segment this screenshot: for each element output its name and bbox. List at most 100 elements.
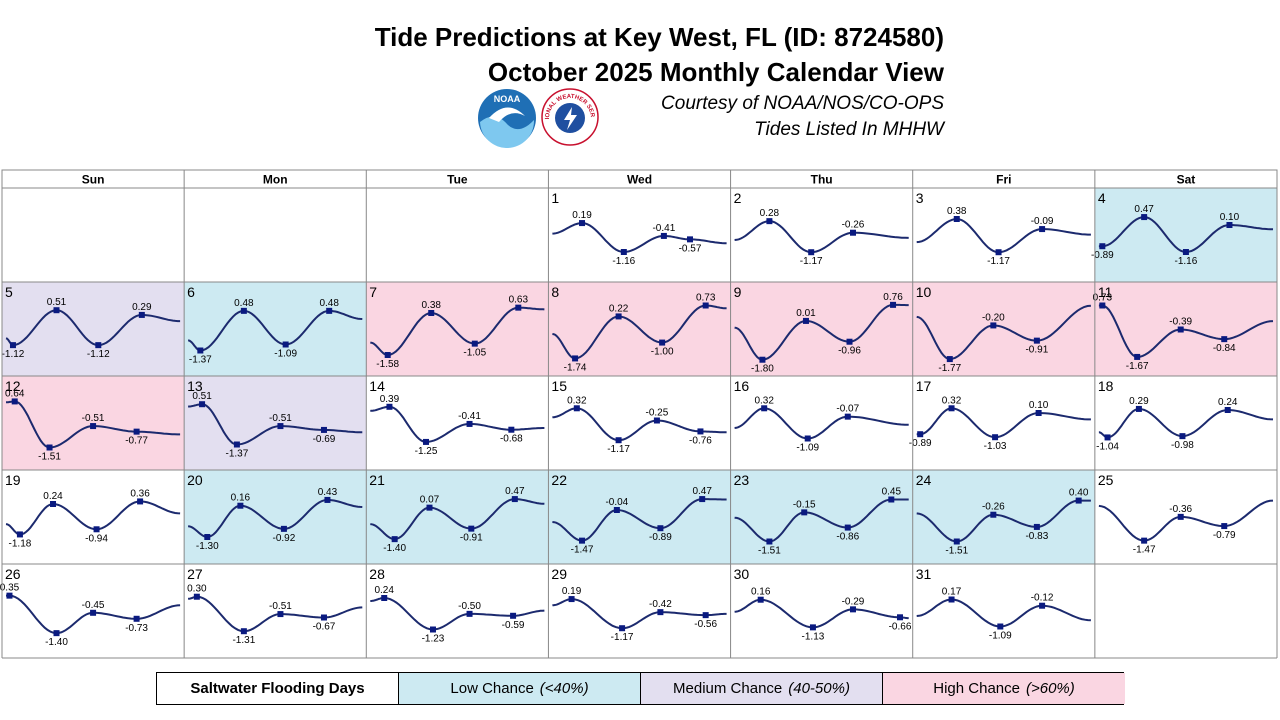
tide-marker: [657, 609, 664, 616]
day-number-5: 5: [5, 284, 13, 300]
tide-marker: [50, 501, 57, 507]
tide-marker: [6, 592, 13, 599]
tide-marker: [849, 229, 856, 236]
tide-value-label: -1.80: [751, 364, 774, 375]
tide-value-label: -0.09: [1031, 216, 1054, 227]
tide-marker: [619, 625, 626, 632]
tide-value-label: 0.29: [132, 302, 152, 313]
tide-marker: [95, 342, 102, 349]
tide-marker: [511, 496, 518, 503]
day-cell-4: [1094, 188, 1277, 282]
tide-marker: [391, 536, 398, 543]
tide-value-label: 0.10: [1029, 400, 1049, 411]
legend-label: Saltwater Flooding Days: [157, 673, 399, 704]
tide-value-label: -0.29: [842, 596, 865, 607]
day-number-16: 16: [734, 378, 750, 394]
tide-marker: [573, 405, 580, 412]
tide-value-label: 0.73: [1093, 293, 1113, 304]
tide-marker: [844, 413, 851, 420]
tide-value-label: 0.76: [883, 292, 903, 303]
tide-marker: [133, 615, 140, 622]
tide-marker: [240, 628, 247, 635]
tide-marker: [508, 426, 515, 433]
tide-marker: [1224, 407, 1231, 413]
day-number-3: 3: [916, 190, 924, 206]
tide-value-label: 0.63: [509, 295, 529, 306]
tide-value-label: 0.24: [1218, 397, 1238, 408]
tide-value-label: 0.38: [422, 300, 442, 311]
tide-marker: [766, 218, 773, 225]
chart-subtitle: October 2025 Monthly Calendar View: [487, 57, 944, 87]
tide-marker: [237, 502, 244, 509]
tide-marker: [426, 504, 433, 511]
day-number-15: 15: [551, 378, 567, 394]
tide-value-label: -0.68: [500, 434, 523, 445]
tide-marker: [471, 340, 478, 347]
tide-value-label: -1.47: [1133, 545, 1156, 556]
tide-marker: [802, 317, 809, 324]
day-number-8: 8: [551, 284, 559, 300]
legend-medium-chance: Medium Chance (40-50%): [641, 673, 883, 704]
tide-marker: [997, 623, 1004, 630]
tide-marker: [386, 403, 393, 410]
tide-marker: [1221, 336, 1228, 343]
tide-value-label: -1.17: [611, 632, 634, 643]
tide-value-label: 0.40: [1069, 488, 1089, 499]
tide-value-label: 0.47: [692, 486, 712, 497]
tide-marker: [1177, 326, 1184, 333]
day-number-26: 26: [5, 566, 21, 582]
tide-value-label: 0.24: [43, 491, 63, 502]
tide-marker: [995, 249, 1002, 256]
tide-value-label: -0.77: [125, 436, 148, 447]
day-number-20: 20: [187, 472, 203, 488]
tide-marker: [90, 609, 97, 616]
tide-value-label: -1.37: [189, 355, 212, 366]
tide-marker: [1221, 523, 1228, 530]
tide-marker: [568, 596, 575, 603]
tide-value-label: -0.50: [458, 601, 481, 612]
tide-marker: [579, 220, 586, 227]
tide-marker: [320, 614, 327, 621]
tide-value-label: -1.25: [415, 446, 438, 457]
day-number-22: 22: [551, 472, 567, 488]
day-cell-13: [184, 376, 367, 470]
tide-marker: [948, 596, 955, 603]
tide-marker: [1033, 523, 1040, 530]
tide-value-label: -1.37: [226, 449, 249, 460]
tide-curve-8: [552, 304, 727, 360]
tide-marker: [572, 355, 579, 362]
tide-marker: [90, 423, 97, 430]
tide-marker: [9, 342, 16, 349]
tide-marker: [282, 341, 289, 348]
day-number-14: 14: [369, 378, 385, 394]
day-cell-7: [366, 282, 549, 376]
day-number-30: 30: [734, 566, 750, 582]
tide-value-label: -1.09: [274, 349, 297, 360]
tide-marker: [197, 347, 204, 354]
tide-value-label: 0.29: [1129, 396, 1149, 407]
day-cell-16: [730, 376, 913, 470]
tide-marker: [766, 538, 773, 545]
noaa-logo: NOAA: [478, 89, 536, 148]
tide-value-label: 0.45: [882, 487, 902, 498]
tide-value-label: 0.47: [1134, 204, 1154, 215]
tide-marker: [510, 612, 517, 619]
tide-value-label: -0.86: [836, 532, 859, 543]
tide-marker: [16, 531, 23, 538]
tide-marker: [890, 301, 897, 308]
tide-value-label: 0.30: [187, 584, 207, 595]
day-cell-29: [548, 564, 731, 658]
day-number-29: 29: [551, 566, 567, 582]
tide-marker: [846, 338, 853, 345]
tide-marker: [199, 401, 206, 408]
day-cell-3: [912, 188, 1095, 282]
tide-value-label: 0.38: [947, 206, 967, 217]
tide-value-label: -0.94: [85, 533, 108, 544]
day-cell-19: [2, 470, 185, 564]
weekday-label-tue: Tue: [447, 173, 468, 187]
tide-marker: [849, 606, 856, 613]
day-cell-5: [2, 282, 185, 376]
tide-value-label: -0.73: [125, 623, 148, 634]
tide-marker: [1035, 410, 1042, 416]
tide-value-label: -0.26: [842, 220, 865, 231]
